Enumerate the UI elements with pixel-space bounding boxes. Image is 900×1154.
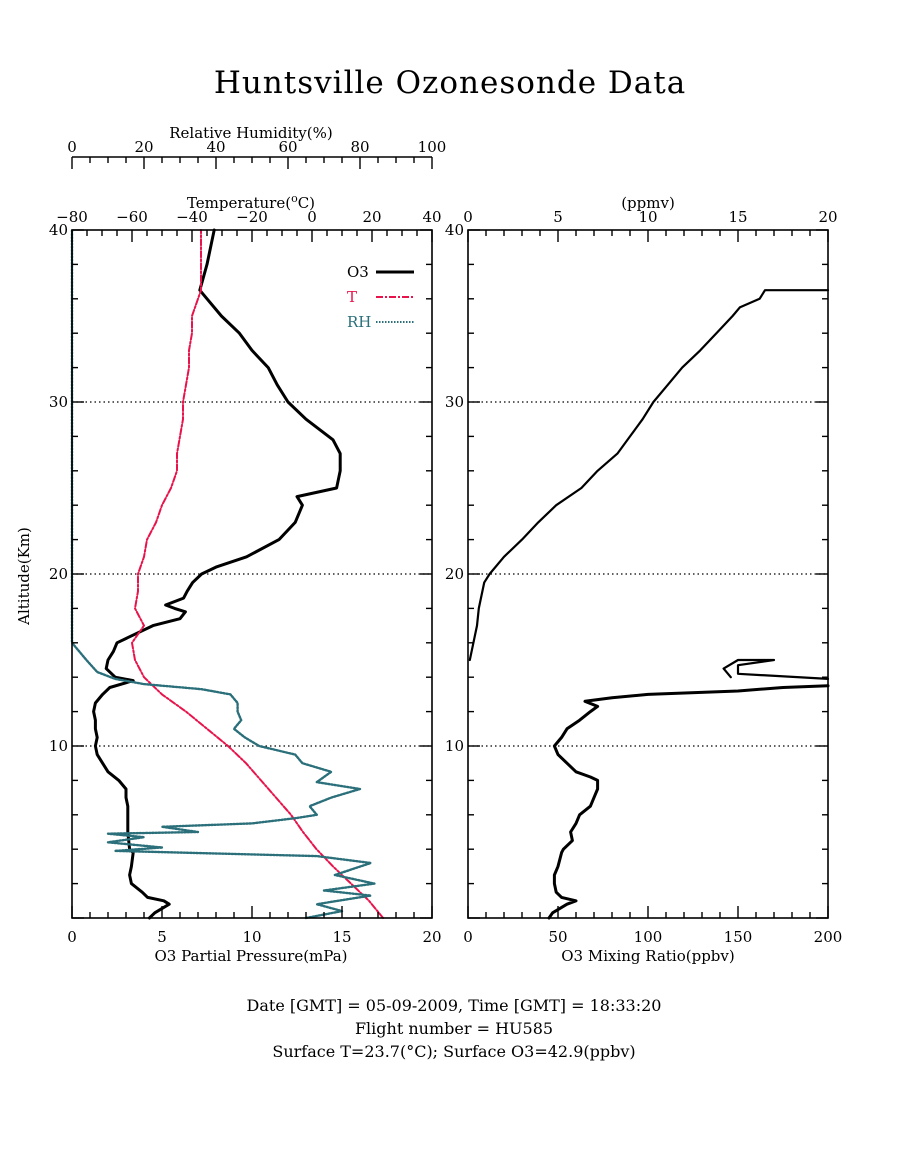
altitude-axis-label: Altitude(Km) [15,527,33,626]
page-title: Huntsville Ozonesonde Data [214,65,686,101]
temperature-unit: C) [298,194,315,212]
footer-flight-number: Flight number = HU585 [355,1019,553,1038]
altitude-tick-label: 20 [49,565,68,583]
temperature-tick-label: 20 [362,208,381,226]
rh-tick-label: 60 [278,138,297,156]
ppmv-tick-label: 20 [818,208,837,226]
temperature-axis-label-text: Temperature( [187,194,291,212]
left-series [70,228,385,920]
mixing-ratio-tick-label: 0 [463,928,473,946]
series-o3-ppmv-spike [722,658,830,680]
mixing-ratio-tick-label: 100 [634,928,663,946]
rh-tick-label: 0 [67,138,77,156]
temperature-tick-label: 0 [307,208,317,226]
right-plot-frame [467,229,829,919]
left-plot-frame [71,229,433,919]
ppmv-tick-label: 5 [553,208,563,226]
altitude-tick-label: 40 [49,221,68,239]
o3-pressure-tick-label: 10 [242,928,261,946]
left-grid [72,401,432,747]
altitude-tick-label: 30 [445,393,464,411]
o3-pressure-tick-label: 20 [422,928,441,946]
legend-o3-label: O3 [347,263,369,281]
temperature-tick-label: −60 [116,208,148,226]
altitude-tick-label: 10 [445,737,464,755]
temperature-tick-label: −80 [56,208,88,226]
right-series [468,289,830,920]
temperature-tick-label: −20 [236,208,268,226]
o3-mixing-ratio-axis-label: O3 Mixing Ratio(ppbv) [561,947,734,965]
mixing-ratio-tick-label: 150 [724,928,753,946]
o3-pressure-tick-label: 15 [332,928,351,946]
mixing-ratio-tick-label: 50 [548,928,567,946]
rh-tick-label: 40 [206,138,225,156]
altitude-tick-label: 30 [49,393,68,411]
altitude-tick-label: 40 [445,221,464,239]
footer-date-time: Date [GMT] = 05-09-2009, Time [GMT] = 18… [247,996,662,1015]
mixing-ratio-tick-label: 200 [814,928,843,946]
ppmv-tick-label: 10 [638,208,657,226]
o3-pressure-tick-label: 5 [157,928,167,946]
ppmv-tick-label: 15 [728,208,747,226]
series-o3-ppbv [547,684,830,920]
series-o3-ppmv [468,289,830,662]
rh-tick-label: 80 [350,138,369,156]
temperature-axis-label: Temperature(oC) [187,192,315,212]
altitude-tick-label: 20 [445,565,464,583]
degree-superscript: o [291,192,298,205]
series-o3 [92,228,342,920]
rh-tick-label: 20 [134,138,153,156]
legend-rh-label: RH [347,313,371,331]
rh-tick-label: 100 [418,138,447,156]
legend: O3 T RH [347,263,414,331]
footer-surface-values: Surface T=23.7(°C); Surface O3=42.9(ppbv… [272,1042,635,1061]
ppmv-axis-label: (ppmv) [621,194,675,212]
altitude-tick-label: 10 [49,737,68,755]
o3-pressure-tick-label: 0 [67,928,77,946]
o3-pressure-axis-label: O3 Partial Pressure(mPa) [154,947,347,965]
ppmv-tick-label: 0 [463,208,473,226]
series-rh [70,228,376,920]
legend-t-label: T [347,288,357,306]
right-grid [468,401,828,747]
temperature-tick-label: 40 [422,208,441,226]
temperature-tick-label: −40 [176,208,208,226]
rh-axis-label: Relative Humidity(%) [169,124,332,142]
series-t [131,229,385,919]
